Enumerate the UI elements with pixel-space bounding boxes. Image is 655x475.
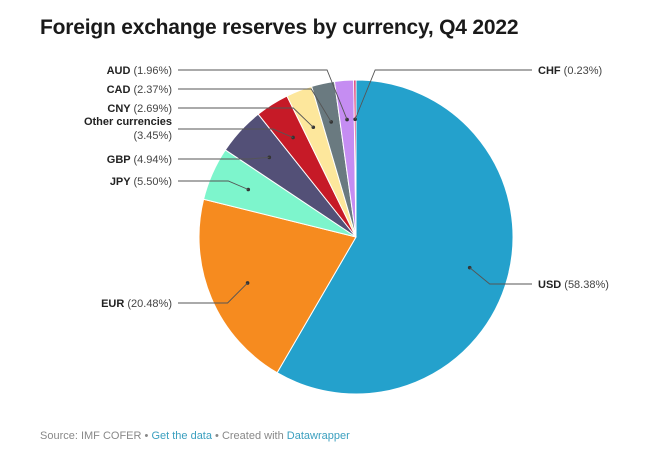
data-label-jpy: JPY (5.50%) <box>110 176 172 188</box>
data-label-value: (20.48%) <box>127 298 172 310</box>
data-label-name: USD <box>538 279 564 291</box>
data-label-name: JPY <box>110 176 134 188</box>
leader-line-gbp <box>178 156 270 160</box>
data-label-gbp: GBP (4.94%) <box>107 154 172 166</box>
data-label-value: (1.96%) <box>133 65 172 77</box>
data-label-usd: USD (58.38%) <box>538 279 609 291</box>
data-label-other-currencies: Other currencies <box>84 116 172 128</box>
leader-line-other-currencies <box>178 128 294 138</box>
data-label-name: CHF <box>538 65 564 77</box>
data-label-value: (0.23%) <box>564 65 603 77</box>
data-label-name: Other currencies <box>84 116 172 128</box>
get-data-link[interactable]: Get the data <box>151 430 212 442</box>
pie-slice-eur <box>198 198 357 374</box>
data-label-value: (2.69%) <box>133 103 172 115</box>
data-label-name: CAD <box>107 84 134 96</box>
footer-created-with: • Created with <box>211 430 287 442</box>
data-label-value: (58.38%) <box>564 279 609 291</box>
footer-source: Source: IMF COFER <box>40 430 142 442</box>
data-label-cny: CNY (2.69%) <box>107 103 172 115</box>
data-label-cad: CAD (2.37%) <box>107 84 172 96</box>
data-label-name: CNY <box>107 103 133 115</box>
data-label-eur: EUR (20.48%) <box>101 298 172 310</box>
pie-slice-usd <box>276 79 514 395</box>
data-label-chf: CHF (0.23%) <box>538 65 602 77</box>
data-label-value: (5.50%) <box>133 176 172 188</box>
leader-line-usd <box>469 267 532 285</box>
leader-dot-other-currencies <box>291 135 295 140</box>
leader-line-eur <box>178 282 248 304</box>
data-label-value: (2.37%) <box>133 84 172 96</box>
leader-line-cad <box>178 88 332 123</box>
leader-line-chf <box>354 69 532 120</box>
data-label-name: EUR <box>101 298 127 310</box>
leader-line-jpy <box>178 180 249 190</box>
leader-dot-gbp <box>267 155 272 160</box>
datawrapper-link[interactable]: Datawrapper <box>286 430 350 442</box>
data-label-value-other-currencies: (3.45%) <box>133 130 172 142</box>
leader-line-aud <box>178 69 348 120</box>
chart-title: Foreign exchange reserves by currency, Q… <box>40 16 519 39</box>
leader-dot-aud <box>345 117 349 122</box>
data-label-name: GBP <box>107 154 134 166</box>
leader-line-cny <box>178 107 314 128</box>
data-label-aud: AUD (1.96%) <box>107 65 172 77</box>
data-label-value: (4.94%) <box>133 154 172 166</box>
footer: Source: IMF COFER • Get the data • Creat… <box>40 430 350 442</box>
data-label-name: AUD <box>107 65 134 77</box>
footer-separator: • <box>141 430 152 442</box>
